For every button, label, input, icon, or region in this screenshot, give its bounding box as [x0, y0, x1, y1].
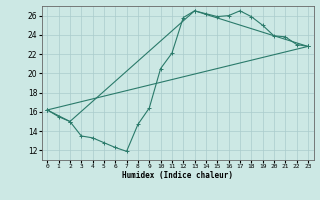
X-axis label: Humidex (Indice chaleur): Humidex (Indice chaleur) [122, 171, 233, 180]
